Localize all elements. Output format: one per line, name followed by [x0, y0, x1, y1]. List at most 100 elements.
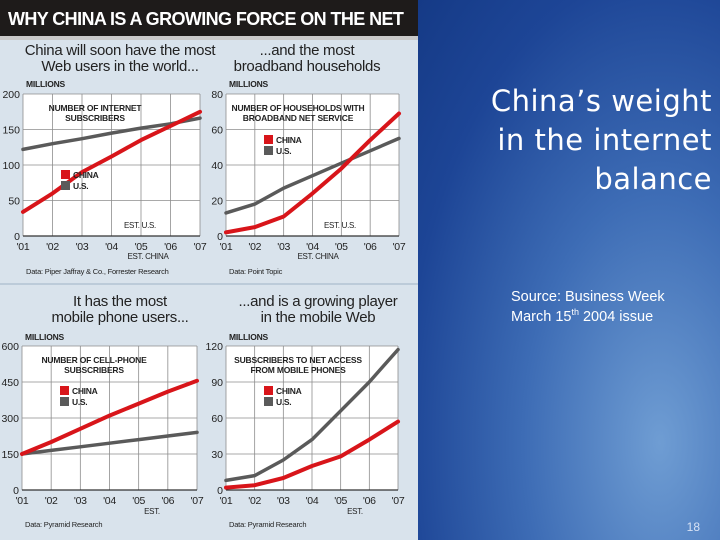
- chart2-legend-us-label: U.S.: [276, 146, 291, 156]
- chart3-y-tick-label: 0: [13, 485, 19, 497]
- chart2-x-tick-label: '07: [393, 241, 406, 253]
- chart1-x-tick-label: '03: [76, 241, 89, 253]
- chart4-x-tick-label: '03: [277, 495, 290, 507]
- chart3-legend-china-swatch: [60, 386, 69, 395]
- chart1-x-tick-label: '02: [46, 241, 59, 253]
- chart1-legend-china-swatch: [61, 170, 70, 179]
- source-line-1: Source: Business Week: [511, 289, 665, 305]
- chart4-source-note: Data: Pyramid Research: [229, 520, 306, 529]
- chart3-china-series-line: [20, 378, 199, 456]
- chart1-inner-title-line-2: SUBSCRIBERS: [65, 113, 125, 123]
- chart1-source-note: Data: Piper Jaffray & Co., Forrester Res…: [26, 267, 169, 276]
- chart3-heading-line-2: mobile phone users...: [51, 309, 188, 326]
- chart1-legend-us-swatch: [61, 181, 70, 190]
- slide-title-line-3: balance: [594, 162, 712, 196]
- chart2-est-label: EST. U.S.: [324, 221, 356, 230]
- slide-panel: China’s weight in the internet balance S…: [418, 0, 720, 540]
- chart3-x-tick-label: '03: [74, 495, 87, 507]
- chart1-y-tick-label: 0: [14, 231, 20, 243]
- chart4-y-tick-label: 90: [211, 377, 223, 389]
- chart3-y-tick-label: 450: [1, 377, 19, 389]
- chart4-us-series-line: [224, 347, 400, 483]
- chart1-heading-line-1: China will soon have the most: [25, 42, 217, 59]
- chart2-x-tick-label: '03: [277, 241, 290, 253]
- chart4-y-tick-label: 0: [217, 485, 223, 497]
- chart2-y-tick-label: 40: [211, 160, 223, 172]
- chart2-x-tick-label: '04: [306, 241, 319, 253]
- chart2-y-tick-label: 0: [217, 231, 223, 243]
- chart4-y-tick-label: 120: [205, 341, 223, 353]
- chart3-us-series-line: [20, 430, 199, 456]
- slide-title: China’s weight in the internet balance: [422, 82, 712, 199]
- chart1-unit-label: MILLIONS: [26, 79, 66, 89]
- chart4-legend-us-swatch: [264, 397, 273, 406]
- chart2-legend-us-swatch: [264, 146, 273, 155]
- chart1-est-label: EST. U.S.: [124, 221, 156, 230]
- chart1-inner-title-line-1: NUMBER OF INTERNET: [49, 103, 143, 113]
- source-date-rest: 2004 issue: [578, 309, 654, 325]
- chart3-x-tick-label: '02: [45, 495, 58, 507]
- chart3-est-label: EST.: [144, 507, 160, 516]
- source-date-prefix: March 15: [511, 309, 572, 325]
- chart1-est-label: EST. CHINA: [127, 252, 169, 261]
- chart4-inner-title-line-1: SUBSCRIBERS TO NET ACCESS: [234, 355, 362, 365]
- figure-header: WHY CHINA IS A GROWING FORCE ON THE NET: [0, 0, 418, 36]
- figure-title: WHY CHINA IS A GROWING FORCE ON THE NET: [8, 9, 404, 29]
- chart4-x-tick-label: '07: [392, 495, 405, 507]
- chart3-x-tick-label: '04: [103, 495, 116, 507]
- chart4-x-tick-label: '02: [248, 495, 261, 507]
- chart2-y-tick-label: 20: [211, 196, 223, 208]
- chart4-y-tick-label: 30: [211, 449, 223, 461]
- chart1-x-tick-label: '01: [17, 241, 30, 253]
- chart3-legend-us-swatch: [60, 397, 69, 406]
- chart4-legend-china-swatch: [264, 386, 273, 395]
- source-date-suffix-sup: th: [571, 307, 579, 318]
- chart2-x-tick-label: '01: [220, 241, 233, 253]
- chart3-x-tick-label: '01: [16, 495, 29, 507]
- chart2-est-label: EST. CHINA: [297, 252, 339, 261]
- chart3-x-tick-label: '06: [161, 495, 174, 507]
- chart3-legend-china-label: CHINA: [72, 386, 98, 396]
- chart3-x-tick-label: '05: [132, 495, 145, 507]
- chart3-x-tick-label: '07: [191, 495, 204, 507]
- chart4-legend-china-label: CHINA: [276, 386, 302, 396]
- chart4-inner-title-line-2: FROM MOBILE PHONES: [250, 365, 346, 375]
- chart2-y-tick-label: 80: [211, 89, 223, 101]
- chart2-legend-china-swatch: [264, 135, 273, 144]
- chart4-x-tick-label: '06: [363, 495, 376, 507]
- chart2-inner-title-line-2: BROADBAND NET SERVICE: [243, 113, 354, 123]
- chart1-x-tick-label: '05: [135, 241, 148, 253]
- chart4-legend-us-label: U.S.: [276, 397, 291, 407]
- chart2-legend-china-label: CHINA: [276, 135, 302, 145]
- chart4-x-tick-label: '04: [306, 495, 319, 507]
- chart2-x-tick-label: '02: [248, 241, 261, 253]
- magazine-figure: WHY CHINA IS A GROWING FORCE ON THE NET …: [0, 0, 418, 540]
- chart4-est-label: EST.: [347, 507, 363, 516]
- chart2-us-series-line: [224, 136, 401, 215]
- slide-title-line-1: China’s weight: [490, 84, 712, 118]
- chart4-heading-line-2: in the mobile Web: [261, 309, 376, 326]
- chart4-x-tick-label: '05: [334, 495, 347, 507]
- chart3-y-tick-label: 300: [1, 413, 19, 425]
- chart1-x-tick-label: '07: [194, 241, 207, 253]
- chart1-china-series-line: [21, 109, 202, 214]
- chart3-y-tick-label: 600: [1, 341, 19, 353]
- chart4-china-series-line: [224, 419, 400, 490]
- chart4-unit-label: MILLIONS: [229, 332, 269, 342]
- chart1-heading-line-2: Web users in the world...: [41, 58, 198, 75]
- slide-title-line-2: in the internet: [497, 123, 712, 157]
- chart4-y-tick-label: 60: [211, 413, 223, 425]
- chart2-inner-title-line-1: NUMBER OF HOUSEHOLDS WITH: [232, 103, 365, 113]
- chart1-y-tick-label: 100: [2, 160, 20, 172]
- chart2-x-tick-label: '05: [335, 241, 348, 253]
- chart2-source-note: Data: Point Topic: [229, 267, 283, 276]
- chart1-y-tick-label: 150: [2, 125, 20, 137]
- chart2-unit-label: MILLIONS: [229, 79, 269, 89]
- chart1-legend-china-label: CHINA: [73, 170, 99, 180]
- chart1-legend-us-label: U.S.: [73, 181, 88, 191]
- chart3-legend-us-label: U.S.: [72, 397, 87, 407]
- chart2-heading-line-1: ...and the most: [260, 42, 356, 59]
- chart1-x-tick-label: '04: [105, 241, 118, 253]
- chart1-y-tick-label: 50: [8, 196, 20, 208]
- source-citation: Source: Business Week March 15th 2004 is…: [511, 287, 716, 327]
